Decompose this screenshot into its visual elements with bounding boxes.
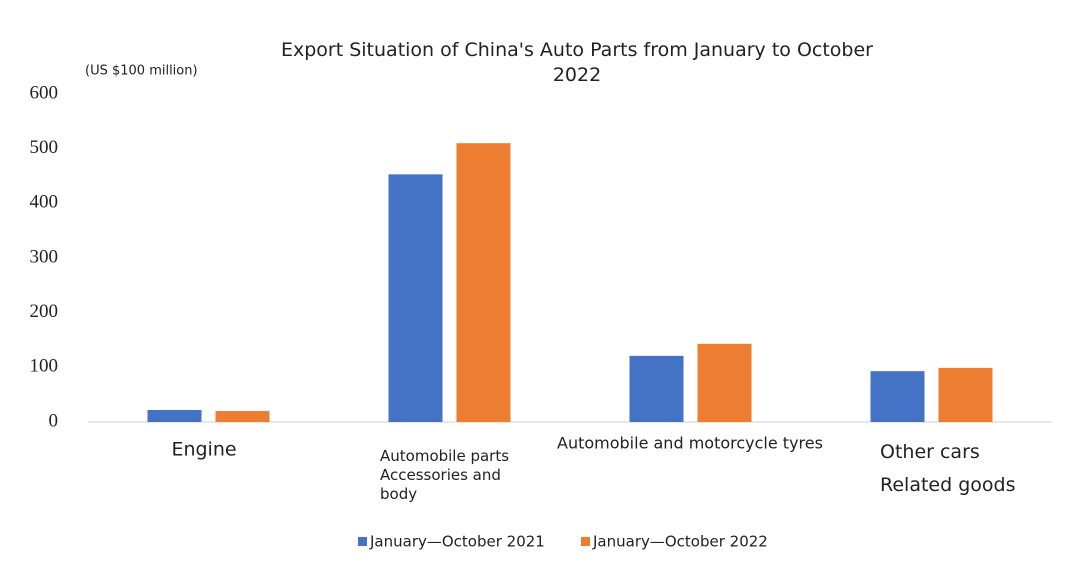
- y-tick-label: 300: [30, 246, 59, 267]
- x-tick-label: Engine: [171, 439, 236, 461]
- bar: [697, 343, 752, 422]
- legend-label: January—October 2021: [369, 533, 545, 551]
- x-tick-label: Other cars Related goods: [880, 441, 1015, 496]
- bar: [147, 409, 202, 422]
- bar: [870, 371, 925, 422]
- bar: [456, 143, 511, 422]
- bar: [938, 367, 993, 422]
- y-tick-label: 400: [30, 192, 59, 213]
- y-tick-label: 100: [30, 356, 59, 377]
- legend-swatch: [358, 537, 367, 546]
- y-tick-label: 0: [49, 410, 59, 431]
- legend-label: January—October 2022: [592, 533, 768, 551]
- bar: [215, 411, 270, 422]
- bar: [629, 355, 684, 422]
- bar: [388, 174, 443, 422]
- chart-title: Export Situation of China's Auto Parts f…: [280, 39, 873, 86]
- legend-swatch: [581, 537, 590, 546]
- y-axis-label: (US $100 million): [85, 64, 198, 79]
- y-tick-label: 500: [30, 137, 59, 158]
- y-tick-label: 200: [30, 301, 59, 322]
- x-tick-label: Automobile and motorcycle tyres: [557, 434, 823, 453]
- x-tick-label: Automobile parts Accessories and body: [380, 447, 509, 503]
- y-tick-label: 600: [30, 82, 59, 103]
